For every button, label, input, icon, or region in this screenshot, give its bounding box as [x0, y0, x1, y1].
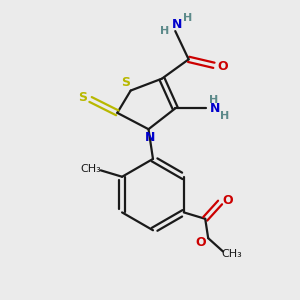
Text: N: N: [172, 18, 182, 31]
Text: O: O: [217, 60, 227, 73]
Text: O: O: [222, 194, 233, 208]
Text: N: N: [145, 131, 155, 144]
Text: H: H: [160, 26, 170, 35]
Text: S: S: [78, 92, 87, 104]
Text: CH₃: CH₃: [80, 164, 101, 174]
Text: N: N: [210, 102, 220, 115]
Text: S: S: [121, 76, 130, 89]
Text: O: O: [195, 236, 206, 249]
Text: H: H: [209, 95, 218, 105]
Text: CH₃: CH₃: [222, 250, 242, 260]
Text: H: H: [183, 13, 192, 23]
Text: H: H: [220, 111, 229, 122]
